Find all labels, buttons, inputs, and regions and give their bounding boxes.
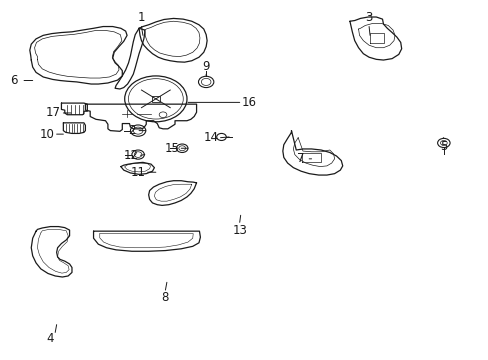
- Text: 8: 8: [162, 291, 169, 303]
- Text: 4: 4: [46, 332, 54, 345]
- Text: 3: 3: [365, 11, 372, 24]
- Text: 5: 5: [439, 140, 446, 153]
- Text: 9: 9: [202, 60, 209, 73]
- Text: 15: 15: [164, 142, 179, 155]
- Text: 13: 13: [232, 224, 246, 237]
- Text: 2: 2: [128, 124, 135, 137]
- Text: 6: 6: [10, 74, 17, 87]
- Text: 1: 1: [138, 11, 145, 24]
- Text: 16: 16: [241, 96, 256, 109]
- Text: 10: 10: [40, 128, 54, 141]
- Text: 14: 14: [203, 131, 218, 144]
- Text: 7: 7: [297, 152, 304, 165]
- Text: 11: 11: [130, 166, 145, 179]
- Text: 12: 12: [123, 149, 138, 162]
- Text: 17: 17: [45, 107, 60, 120]
